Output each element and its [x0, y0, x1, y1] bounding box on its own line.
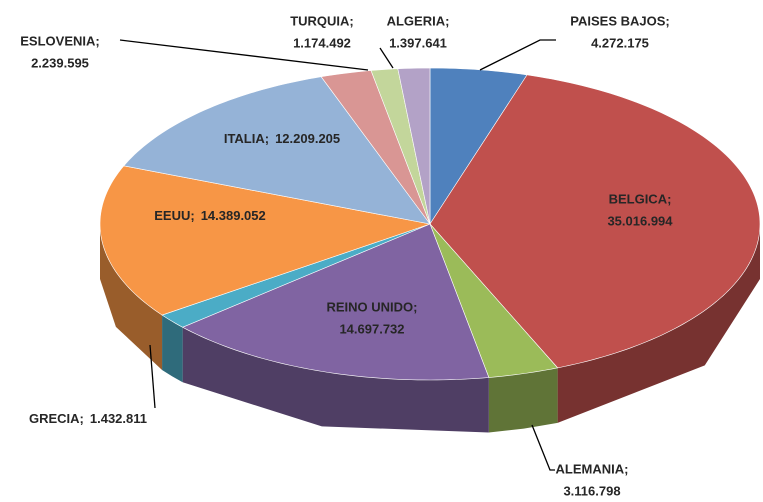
data-label-name: EEUU; — [154, 208, 194, 223]
slice-side — [100, 224, 163, 371]
data-label-value: 14.697.732 — [339, 321, 404, 336]
data-label-value: 14.389.052 — [201, 208, 266, 223]
slice-side — [162, 315, 183, 383]
leader-line — [479, 39, 556, 71]
data-label-name: GRECIA; — [29, 411, 84, 426]
data-label-name: BELGICA; — [609, 191, 672, 206]
leader-line — [531, 424, 555, 471]
slice — [181, 223, 490, 381]
data-label-value: 1.397.641 — [389, 35, 447, 50]
data-label: EEUU; 14.389.052 — [154, 208, 266, 223]
slice — [99, 165, 432, 316]
data-label: GRECIA; 1.432.811 — [29, 411, 147, 426]
slice — [397, 67, 431, 225]
data-label-value: 4.272.175 — [591, 35, 649, 50]
data-label-value: 2.239.595 — [31, 55, 89, 70]
slice — [429, 74, 761, 369]
data-label-value: 1.432.811 — [90, 411, 147, 426]
leader-line — [119, 39, 369, 71]
data-label: ITALIA; 12.209.205 — [224, 131, 340, 146]
pie-sides — [100, 224, 760, 433]
slice — [123, 76, 431, 225]
data-label-name: PAISES BAJOS; — [570, 13, 669, 28]
data-label-name: ESLOVENIA; — [20, 33, 99, 48]
data-label-value: 12.209.205 — [275, 131, 340, 146]
slice — [429, 223, 558, 378]
slice — [161, 223, 431, 328]
pie-tops — [99, 67, 761, 381]
slice — [429, 67, 528, 226]
slice — [320, 70, 431, 225]
data-label-name: ITALIA; — [224, 131, 269, 146]
slice — [370, 68, 431, 225]
slice-side — [182, 327, 489, 433]
data-label-name: ALGERIA; — [387, 13, 450, 28]
data-label-value: 3.116.798 — [563, 483, 620, 498]
data-label-name: REINO UNIDO; — [327, 299, 418, 314]
data-label-value: 1.174.492 — [293, 35, 351, 50]
slice-side — [488, 367, 558, 433]
leader-line — [379, 47, 394, 69]
data-label-name: ALEMANIA; — [556, 461, 629, 476]
data-label-name: TURQUIA; — [290, 13, 354, 28]
data-label-value: 35.016.994 — [607, 213, 673, 228]
slice-side — [557, 224, 760, 423]
leader-line — [149, 344, 156, 409]
